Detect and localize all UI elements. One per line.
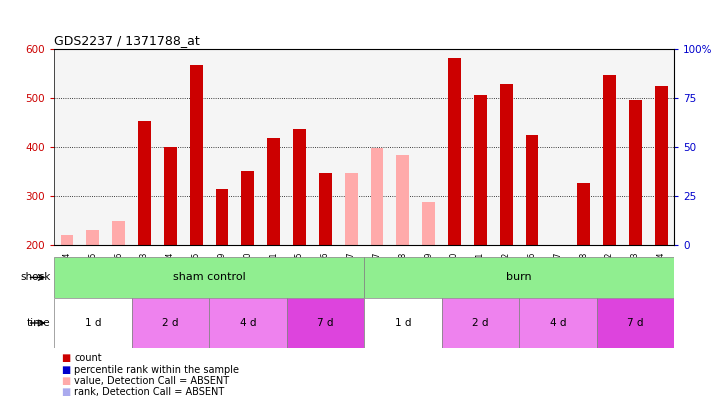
Bar: [364, 298, 441, 348]
Bar: [61, 235, 74, 245]
Bar: [242, 171, 255, 245]
Text: sham control: sham control: [173, 273, 245, 282]
Bar: [364, 257, 674, 298]
Text: count: count: [74, 354, 102, 363]
Text: ■: ■: [61, 365, 71, 375]
Text: time: time: [27, 318, 50, 328]
Text: value, Detection Call = ABSENT: value, Detection Call = ABSENT: [74, 376, 229, 386]
Text: 1 d: 1 d: [84, 318, 101, 328]
Bar: [578, 183, 590, 245]
Bar: [209, 298, 286, 348]
Bar: [54, 298, 131, 348]
Bar: [267, 138, 280, 245]
Bar: [500, 84, 513, 245]
Bar: [655, 86, 668, 245]
Bar: [286, 298, 364, 348]
Bar: [293, 129, 306, 245]
Bar: [371, 148, 384, 245]
Bar: [61, 235, 74, 245]
Bar: [441, 298, 519, 348]
Bar: [319, 173, 332, 245]
Bar: [54, 257, 364, 298]
Bar: [87, 230, 99, 245]
Bar: [526, 134, 539, 245]
Text: GDS2237 / 1371788_at: GDS2237 / 1371788_at: [54, 34, 200, 47]
Text: 2 d: 2 d: [472, 318, 489, 328]
Bar: [448, 58, 461, 245]
Text: shock: shock: [20, 273, 50, 282]
Bar: [423, 202, 435, 245]
Bar: [596, 298, 674, 348]
Bar: [131, 298, 209, 348]
Bar: [216, 189, 229, 245]
Bar: [138, 121, 151, 245]
Text: 4 d: 4 d: [549, 318, 566, 328]
Text: ■: ■: [61, 376, 71, 386]
Text: 2 d: 2 d: [162, 318, 179, 328]
Bar: [519, 298, 597, 348]
Bar: [629, 100, 642, 245]
Bar: [603, 75, 616, 245]
Text: ■: ■: [61, 388, 71, 397]
Text: burn: burn: [506, 273, 532, 282]
Text: ■: ■: [61, 354, 71, 363]
Bar: [345, 173, 358, 245]
Text: percentile rank within the sample: percentile rank within the sample: [74, 365, 239, 375]
Text: rank, Detection Call = ABSENT: rank, Detection Call = ABSENT: [74, 388, 224, 397]
Text: 1 d: 1 d: [394, 318, 411, 328]
Bar: [164, 147, 177, 245]
Bar: [474, 95, 487, 245]
Bar: [112, 222, 125, 245]
Bar: [87, 230, 99, 245]
Text: 7 d: 7 d: [317, 318, 334, 328]
Text: 4 d: 4 d: [239, 318, 256, 328]
Bar: [190, 65, 203, 245]
Text: 7 d: 7 d: [627, 318, 644, 328]
Bar: [397, 155, 410, 245]
